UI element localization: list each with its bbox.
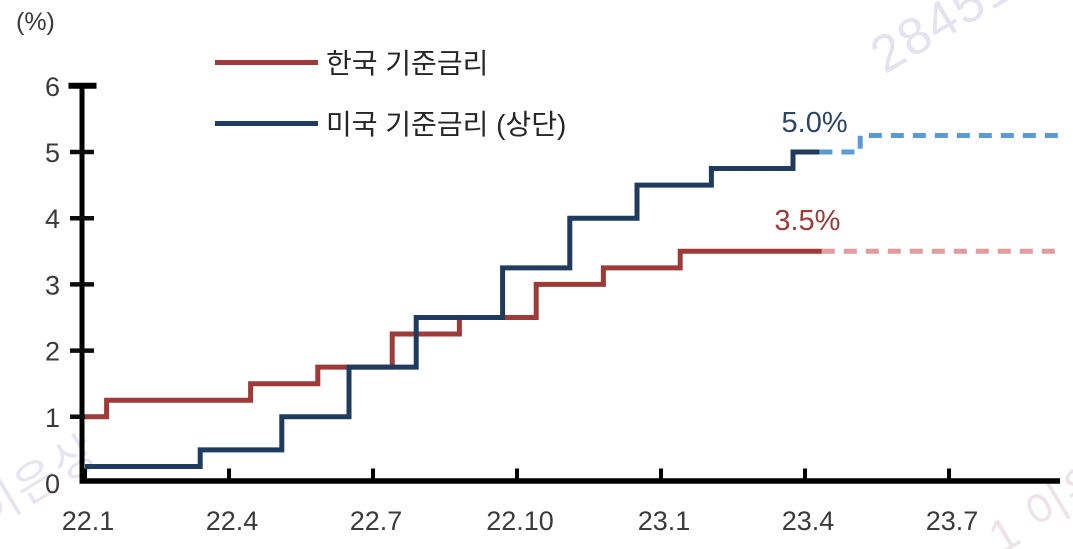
y-tick-label: 3 [45,270,60,300]
y-tick-label: 1 [45,403,60,433]
legend-label-us-rate: 미국 기준금리 (상단) [326,109,567,140]
y-tick-label: 4 [45,204,60,234]
series-us-base-rate-upper [85,149,820,469]
annotation-5.0%: 5.0% [782,107,848,139]
legend-item-us-rate: 미국 기준금리 (상단) [215,99,566,147]
series-korea-base-rate [85,248,822,420]
y-tick-label: 5 [45,138,60,168]
series-us-base-rate-projection [819,132,1060,155]
legend: 한국 기준금리 미국 기준금리 (상단) [215,38,566,147]
x-tick-label: 22.4 [206,506,259,536]
x-tick-label: 22.7 [350,506,403,536]
legend-swatch-us-line [215,120,318,126]
x-tick-label: 23.7 [926,506,979,536]
x-tick-label: 23.4 [782,506,835,536]
legend-swatch-korea-line [215,59,318,65]
x-tick-label: 22.1 [62,506,115,536]
legend-item-korea-rate: 한국 기준금리 [215,38,566,86]
y-tick-label: 2 [45,337,60,367]
legend-label-korea-rate: 한국 기준금리 [326,48,489,79]
y-tick-label: 0 [45,469,60,499]
x-tick-label: 22.10 [486,506,554,536]
annotation-3.5%: 3.5% [774,205,840,237]
x-tick-label: 23.1 [638,506,691,536]
y-axis-unit-label: (%) [16,8,55,36]
y-tick-label: 6 [45,72,60,102]
